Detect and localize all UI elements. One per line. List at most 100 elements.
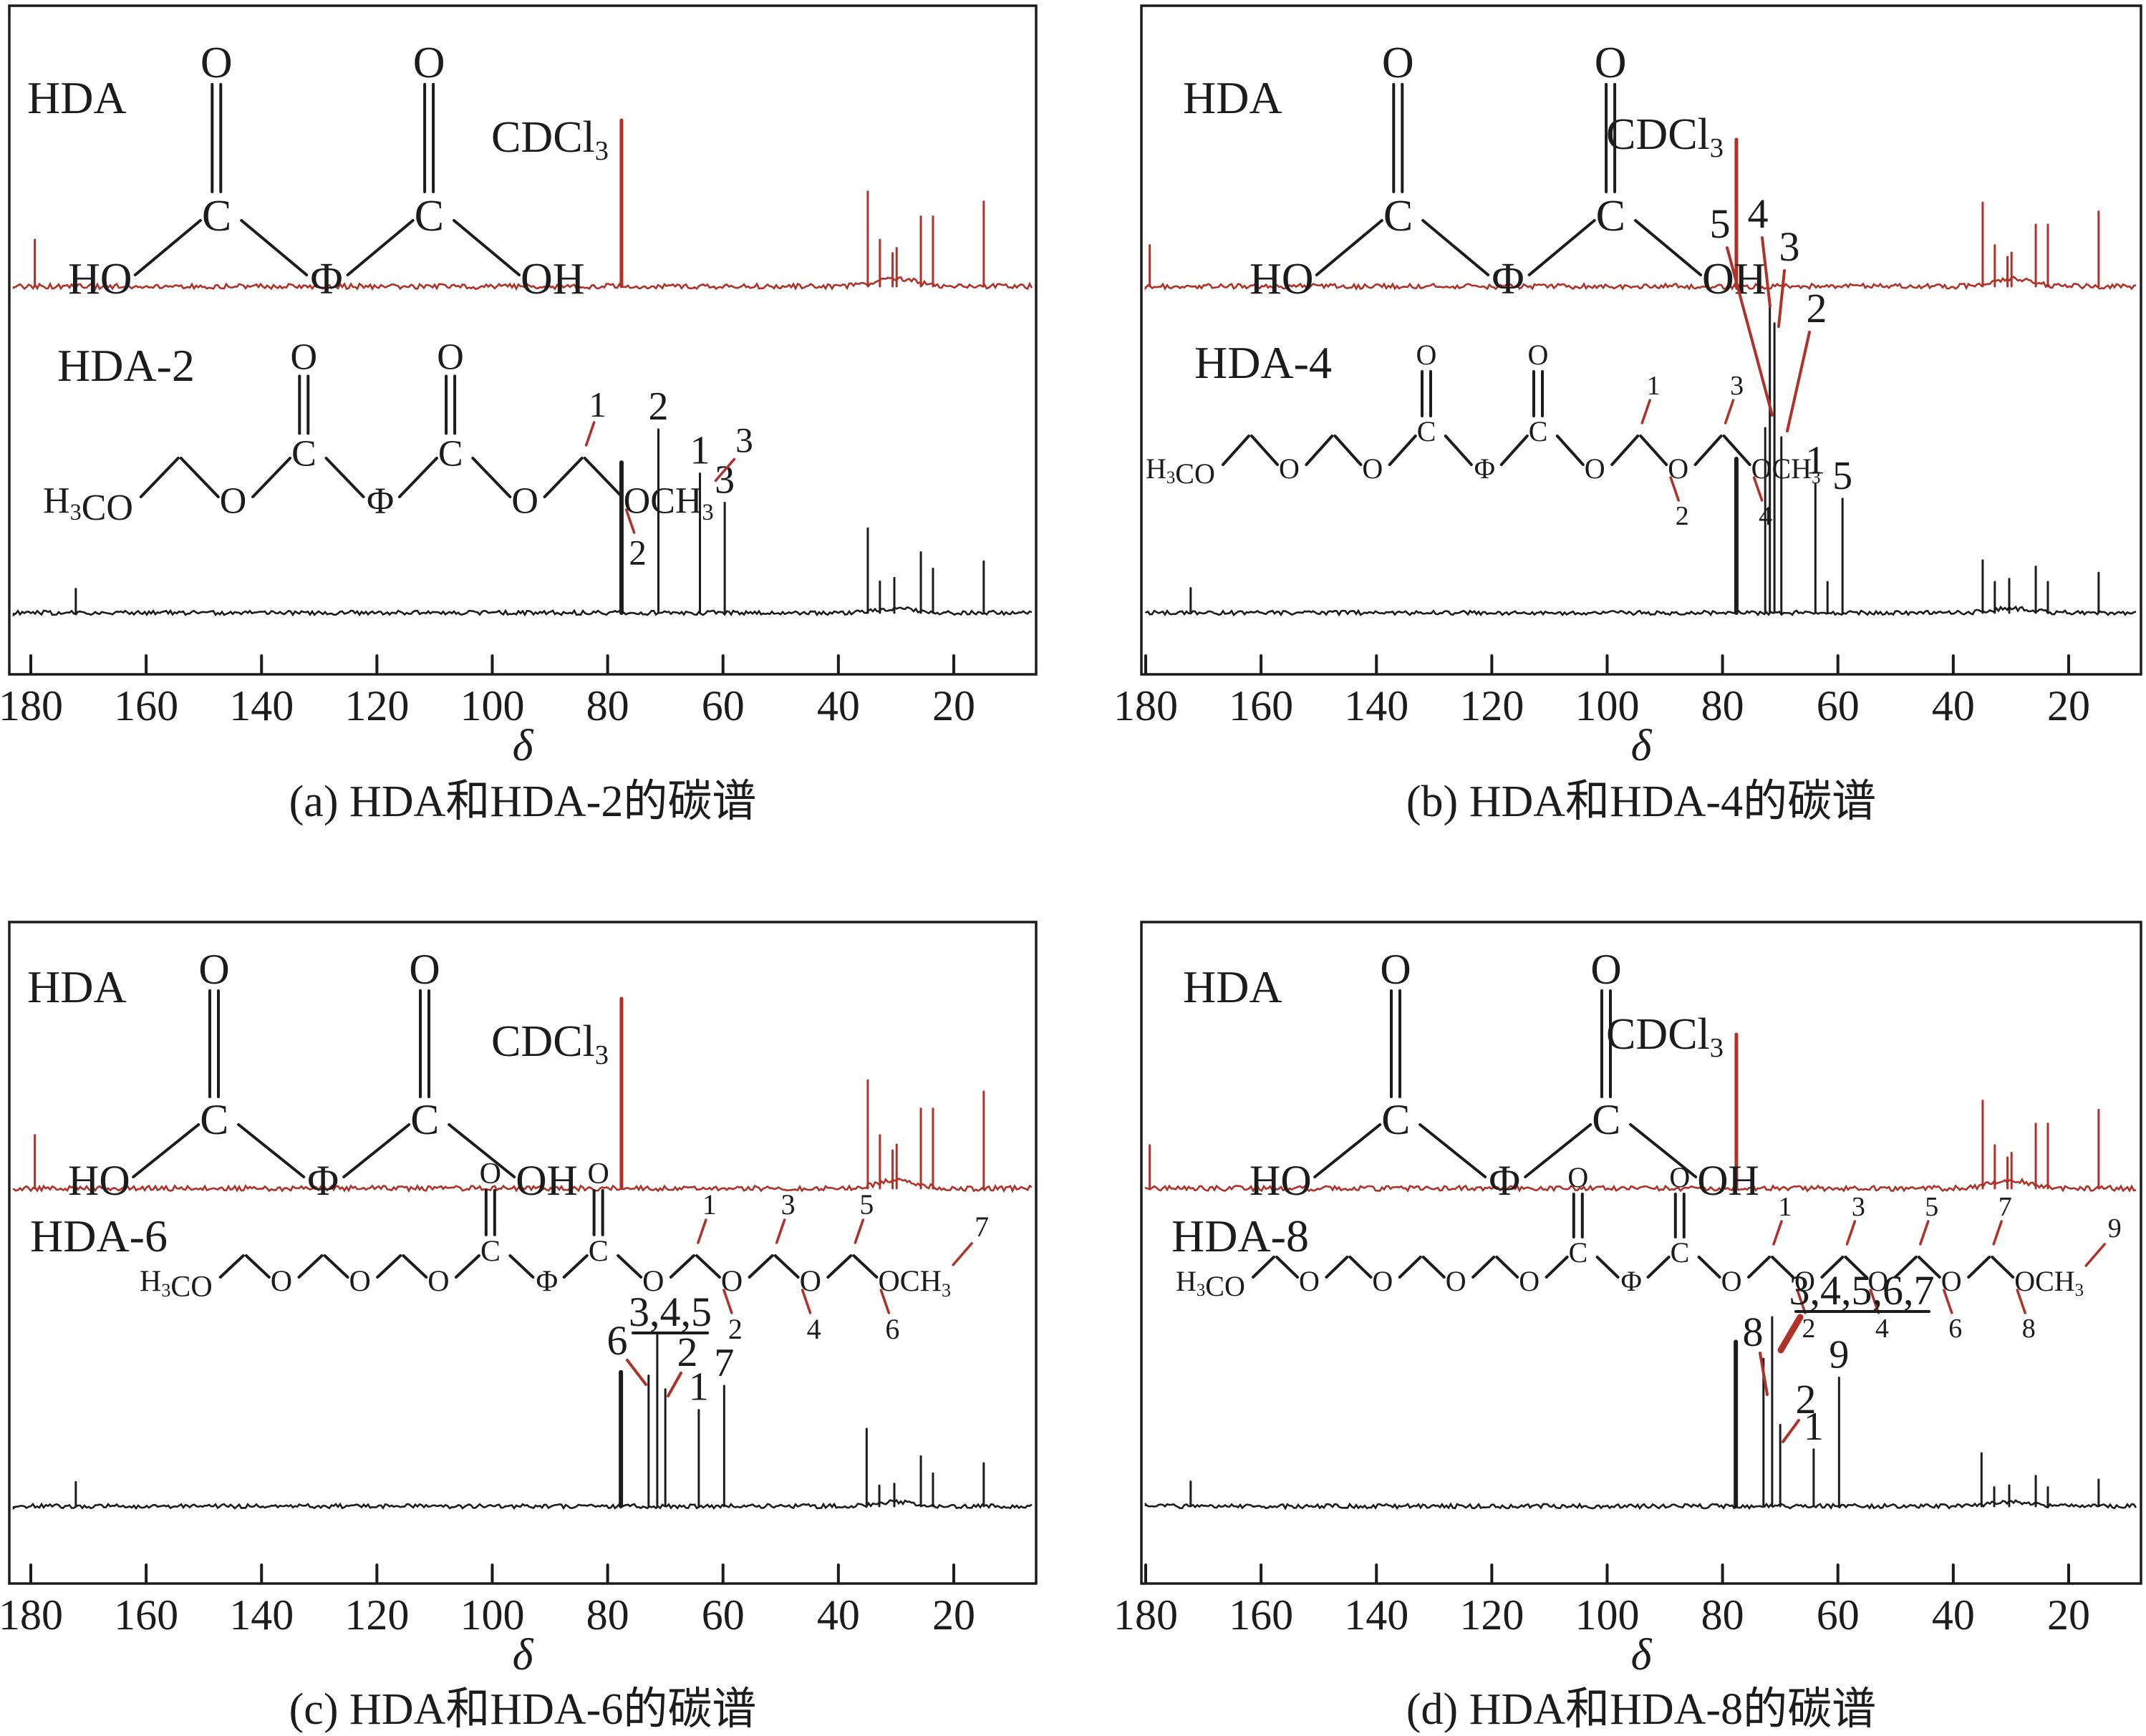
peak-leader (1726, 246, 1774, 417)
bond (1527, 219, 1596, 276)
bond (454, 1254, 480, 1279)
structure-phi: Φ (367, 481, 394, 522)
spectrum-hda-8: 19 (1144, 1316, 2137, 1510)
structure-carbon: C (1596, 192, 1625, 241)
trace-black (1144, 605, 2137, 617)
axis-tick-label: 120 (1459, 1591, 1524, 1639)
structure-carbon: C (438, 434, 463, 475)
structure-carbon: C (1383, 192, 1413, 241)
structure-oxygen: O (1382, 39, 1414, 87)
trace-red (12, 276, 1033, 291)
bond (562, 1254, 589, 1279)
bond (1421, 219, 1490, 276)
bond (1722, 435, 1751, 466)
structure-atom: OCH3 (878, 1265, 951, 1301)
trace-black (1144, 1499, 2137, 1510)
axis-tick-label: 40 (1932, 1591, 1975, 1639)
trace-red (12, 1177, 1033, 1193)
panel-caption: (b) HDA和HDA-4的碳谱 (1406, 777, 1876, 826)
axis-title: δ (513, 1631, 534, 1679)
structure-oxygen: O (1416, 339, 1437, 371)
structure-index: 4 (1875, 1314, 1889, 1344)
structure-oxygen: O (290, 336, 317, 377)
bond (1398, 1256, 1422, 1279)
axis-tick-label: 180 (0, 682, 63, 729)
bond (1697, 1256, 1721, 1279)
structure-index: 2 (1802, 1314, 1816, 1344)
bond (826, 1254, 853, 1279)
bond (397, 457, 438, 498)
bond (1646, 1256, 1671, 1279)
spectrum-bottom-title: HDA-4 (1194, 337, 1332, 388)
structure-atom: O (511, 481, 538, 522)
structure-carbon: C (1417, 415, 1436, 447)
structure-index: 2 (728, 1313, 743, 1345)
axis-tick-label: 80 (1701, 1591, 1744, 1639)
structure-hda-4: H3CO O O C O Φ C O O 1 2 O 3 4 OCH3 (1146, 339, 1820, 531)
bond (1471, 1256, 1496, 1279)
structure-oxygen: O (1528, 339, 1549, 371)
axis-tick-label: 100 (460, 682, 524, 729)
structure-carbon: C (291, 434, 316, 475)
bond (1252, 1256, 1275, 1279)
structure-atom: OH (1697, 1157, 1759, 1204)
bond (669, 1254, 695, 1279)
structure-atom: OH (516, 1157, 578, 1204)
structure-atom: O (1794, 1265, 1815, 1297)
x-axis: 180 160 140 120 100 80 60 40 20 δ (1113, 654, 2090, 770)
spectrum-hda (12, 996, 1033, 1193)
structure-index: 3 (1852, 1192, 1865, 1222)
axis-tick-label: 60 (1817, 1591, 1860, 1639)
axis-title: δ (1631, 722, 1653, 770)
structure-index: 3 (1730, 371, 1744, 401)
bond (471, 457, 512, 498)
spectrum-bottom-title: HDA-6 (30, 1211, 168, 1261)
axis-tick-label: 20 (932, 682, 975, 729)
bond (1499, 435, 1529, 466)
peak-label: 2 (677, 1329, 698, 1375)
axis-title: δ (513, 722, 534, 770)
bond (1388, 435, 1417, 466)
axis-title: δ (1631, 1631, 1653, 1679)
structure-oxygen: O (587, 1158, 609, 1191)
axis-tick-label: 40 (817, 1591, 860, 1639)
axis-tick-label: 80 (586, 1591, 629, 1639)
peak-label: 9 (1829, 1332, 1849, 1377)
index-leader (1919, 1220, 1930, 1246)
structure-index: 7 (975, 1211, 989, 1243)
bond (1844, 1256, 1868, 1279)
bond (1820, 1256, 1845, 1279)
structure-index: 3 (781, 1188, 796, 1221)
structure-atom: O (642, 1265, 664, 1298)
axis-tick-label: 160 (1229, 1591, 1293, 1639)
structure-atom: HO (1250, 255, 1314, 304)
bond (1313, 1123, 1382, 1178)
structure-oxygen: O (409, 946, 440, 993)
peak-label: 1 (1804, 1405, 1824, 1449)
spectrum-top-title: HDA (1183, 961, 1282, 1012)
peak-annotations: 63,4,52 (607, 1289, 712, 1397)
structure-atom: O (220, 481, 247, 522)
bond (773, 1254, 800, 1279)
index-leader (1752, 476, 1764, 502)
spectrum-top-title: HDA (27, 961, 127, 1012)
structure-phi: Φ (536, 1265, 558, 1298)
axis-tick-label: 100 (1575, 682, 1639, 729)
spectrum-hda-2: 213 (12, 384, 1033, 617)
structure-atom: OCH3 (1751, 452, 1821, 488)
bond (1250, 435, 1279, 466)
structure-oxygen: O (437, 336, 464, 377)
panel-c: 180 160 140 120 100 80 60 40 20δHDACDCl3HOCOΦCOO… (0, 921, 1038, 1734)
index-leader (1772, 1220, 1783, 1246)
panel-b: 180 160 140 120 100 80 60 40 20 δ HDA CDCl3 HO C O Φ C O O… (1113, 4, 2142, 826)
bond (1305, 435, 1334, 466)
structure-carbon: C (415, 192, 444, 241)
bond (1991, 1256, 2015, 1279)
bond (1275, 1256, 1299, 1279)
structure-atom: O (1362, 452, 1383, 485)
structure-atom: O (1446, 1265, 1466, 1297)
index-leader (1669, 476, 1680, 502)
structure-index: 2 (1676, 501, 1689, 531)
